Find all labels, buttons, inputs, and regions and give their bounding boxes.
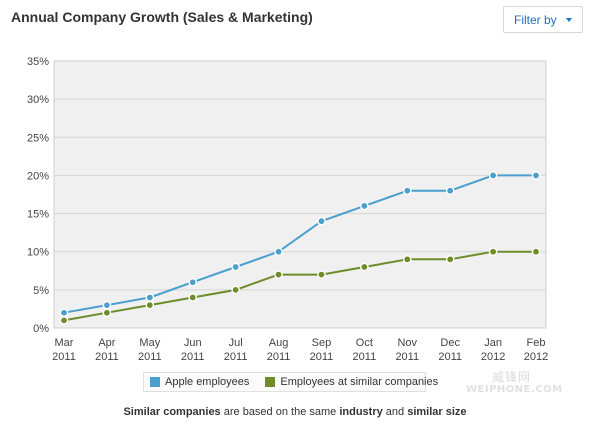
x-tick-label-month: Jun [184, 337, 202, 349]
x-tick-label-month: May [139, 337, 160, 349]
x-tick-label-year: 2011 [138, 351, 162, 363]
plot-area [53, 60, 547, 329]
data-point-series-0 [274, 247, 283, 257]
data-point-series-1 [188, 293, 198, 302]
x-tick-label-month: Sep [312, 337, 332, 349]
data-point-series-0 [531, 171, 541, 180]
data-point-series-0 [145, 293, 155, 302]
data-point-series-0 [360, 201, 369, 211]
data-point-series-1 [531, 247, 541, 257]
x-tick-label-year: 2011 [310, 351, 334, 363]
x-tick-label-year: 2011 [353, 351, 377, 363]
x-tick-label-month: Feb [527, 337, 546, 349]
data-point-series-1 [274, 270, 283, 279]
data-point-series-1 [402, 255, 412, 264]
data-point-series-0 [402, 186, 412, 195]
data-point-series-1 [102, 308, 112, 318]
x-tick-label-year: 2011 [438, 351, 462, 363]
watermark-cn-text: 威锋网 [492, 370, 532, 384]
filter-by-label: Filter by [514, 12, 557, 27]
data-point-series-0 [317, 216, 326, 226]
x-tick-label-month: Mar [55, 337, 74, 349]
y-tick-label: 0% [33, 323, 49, 335]
x-tick-label-year: 2012 [524, 351, 548, 363]
data-point-series-0 [488, 171, 498, 180]
x-tick-label-month: Dec [440, 337, 460, 349]
footnote-text-2: and [382, 406, 408, 418]
x-tick-label-month: Nov [397, 337, 417, 349]
x-tick-label-month: Aug [269, 337, 289, 349]
chart-legend: Apple employees Employees at similar com… [143, 372, 438, 392]
data-point-series-0 [445, 186, 455, 195]
data-point-series-1 [488, 247, 498, 257]
y-tick-label: 30% [27, 94, 49, 106]
footnote-text-1: are based on the same [220, 406, 340, 418]
chevron-down-icon [565, 17, 572, 22]
x-tick-label-month: Jan [484, 337, 502, 349]
x-tick-label-year: 2011 [181, 351, 205, 363]
legend-item-apple[interactable]: Apple employees [150, 376, 249, 388]
footnote: Similar companies are based on the same … [0, 406, 590, 418]
x-tick-label-year: 2011 [224, 351, 248, 363]
legend-swatch-similar [265, 377, 276, 387]
series-line-0 [63, 174, 536, 314]
growth-line-chart: 0% 5% 10% 15% 20% 25% 30% 35% Mar 2011 Apr 2011 May 2… [27, 56, 548, 363]
data-point-series-1 [145, 300, 155, 310]
legend-label-similar: Employees at similar companies [280, 376, 439, 388]
x-tick-label-year: 2011 [52, 351, 76, 363]
page-title: Annual Company Growth (Sales & Marketing… [11, 9, 313, 25]
y-tick-label: 10% [27, 247, 49, 259]
y-tick-label: 15% [27, 209, 49, 221]
x-tick-label-year: 2012 [481, 351, 505, 363]
x-tick-label-month: Apr [98, 337, 115, 349]
watermark: 威锋网 WEIPHONE.COM [466, 368, 586, 408]
data-point-series-0 [102, 300, 112, 310]
footnote-similar-size: similar size [407, 406, 467, 418]
data-point-series-1 [360, 262, 369, 272]
y-tick-label: 35% [27, 56, 49, 68]
data-point-series-1 [231, 285, 240, 295]
data-point-series-1 [59, 316, 69, 325]
footnote-similar-companies: Similar companies [123, 406, 221, 418]
watermark-en-text: WEIPHONE.COM [466, 384, 563, 395]
legend-item-similar[interactable]: Employees at similar companies [265, 376, 438, 388]
y-tick-label: 25% [27, 132, 49, 144]
data-point-series-1 [317, 270, 326, 279]
data-point-series-0 [188, 277, 198, 287]
y-tick-label: 5% [33, 285, 49, 297]
y-tick-label: 20% [27, 170, 49, 182]
legend-swatch-apple [150, 377, 160, 387]
series-line-1 [63, 250, 536, 322]
x-tick-label-month: Oct [356, 337, 373, 349]
x-tick-label-year: 2011 [395, 351, 419, 363]
x-tick-label-month: Jul [229, 337, 243, 349]
data-point-series-0 [231, 262, 240, 272]
legend-label-apple: Apple employees [165, 376, 250, 388]
data-point-series-1 [445, 255, 455, 264]
filter-by-button[interactable]: Filter by [503, 6, 583, 33]
x-tick-label-year: 2011 [95, 351, 119, 363]
x-tick-label-year: 2011 [267, 351, 291, 363]
footnote-industry: industry [339, 406, 383, 418]
data-point-series-0 [59, 308, 69, 318]
